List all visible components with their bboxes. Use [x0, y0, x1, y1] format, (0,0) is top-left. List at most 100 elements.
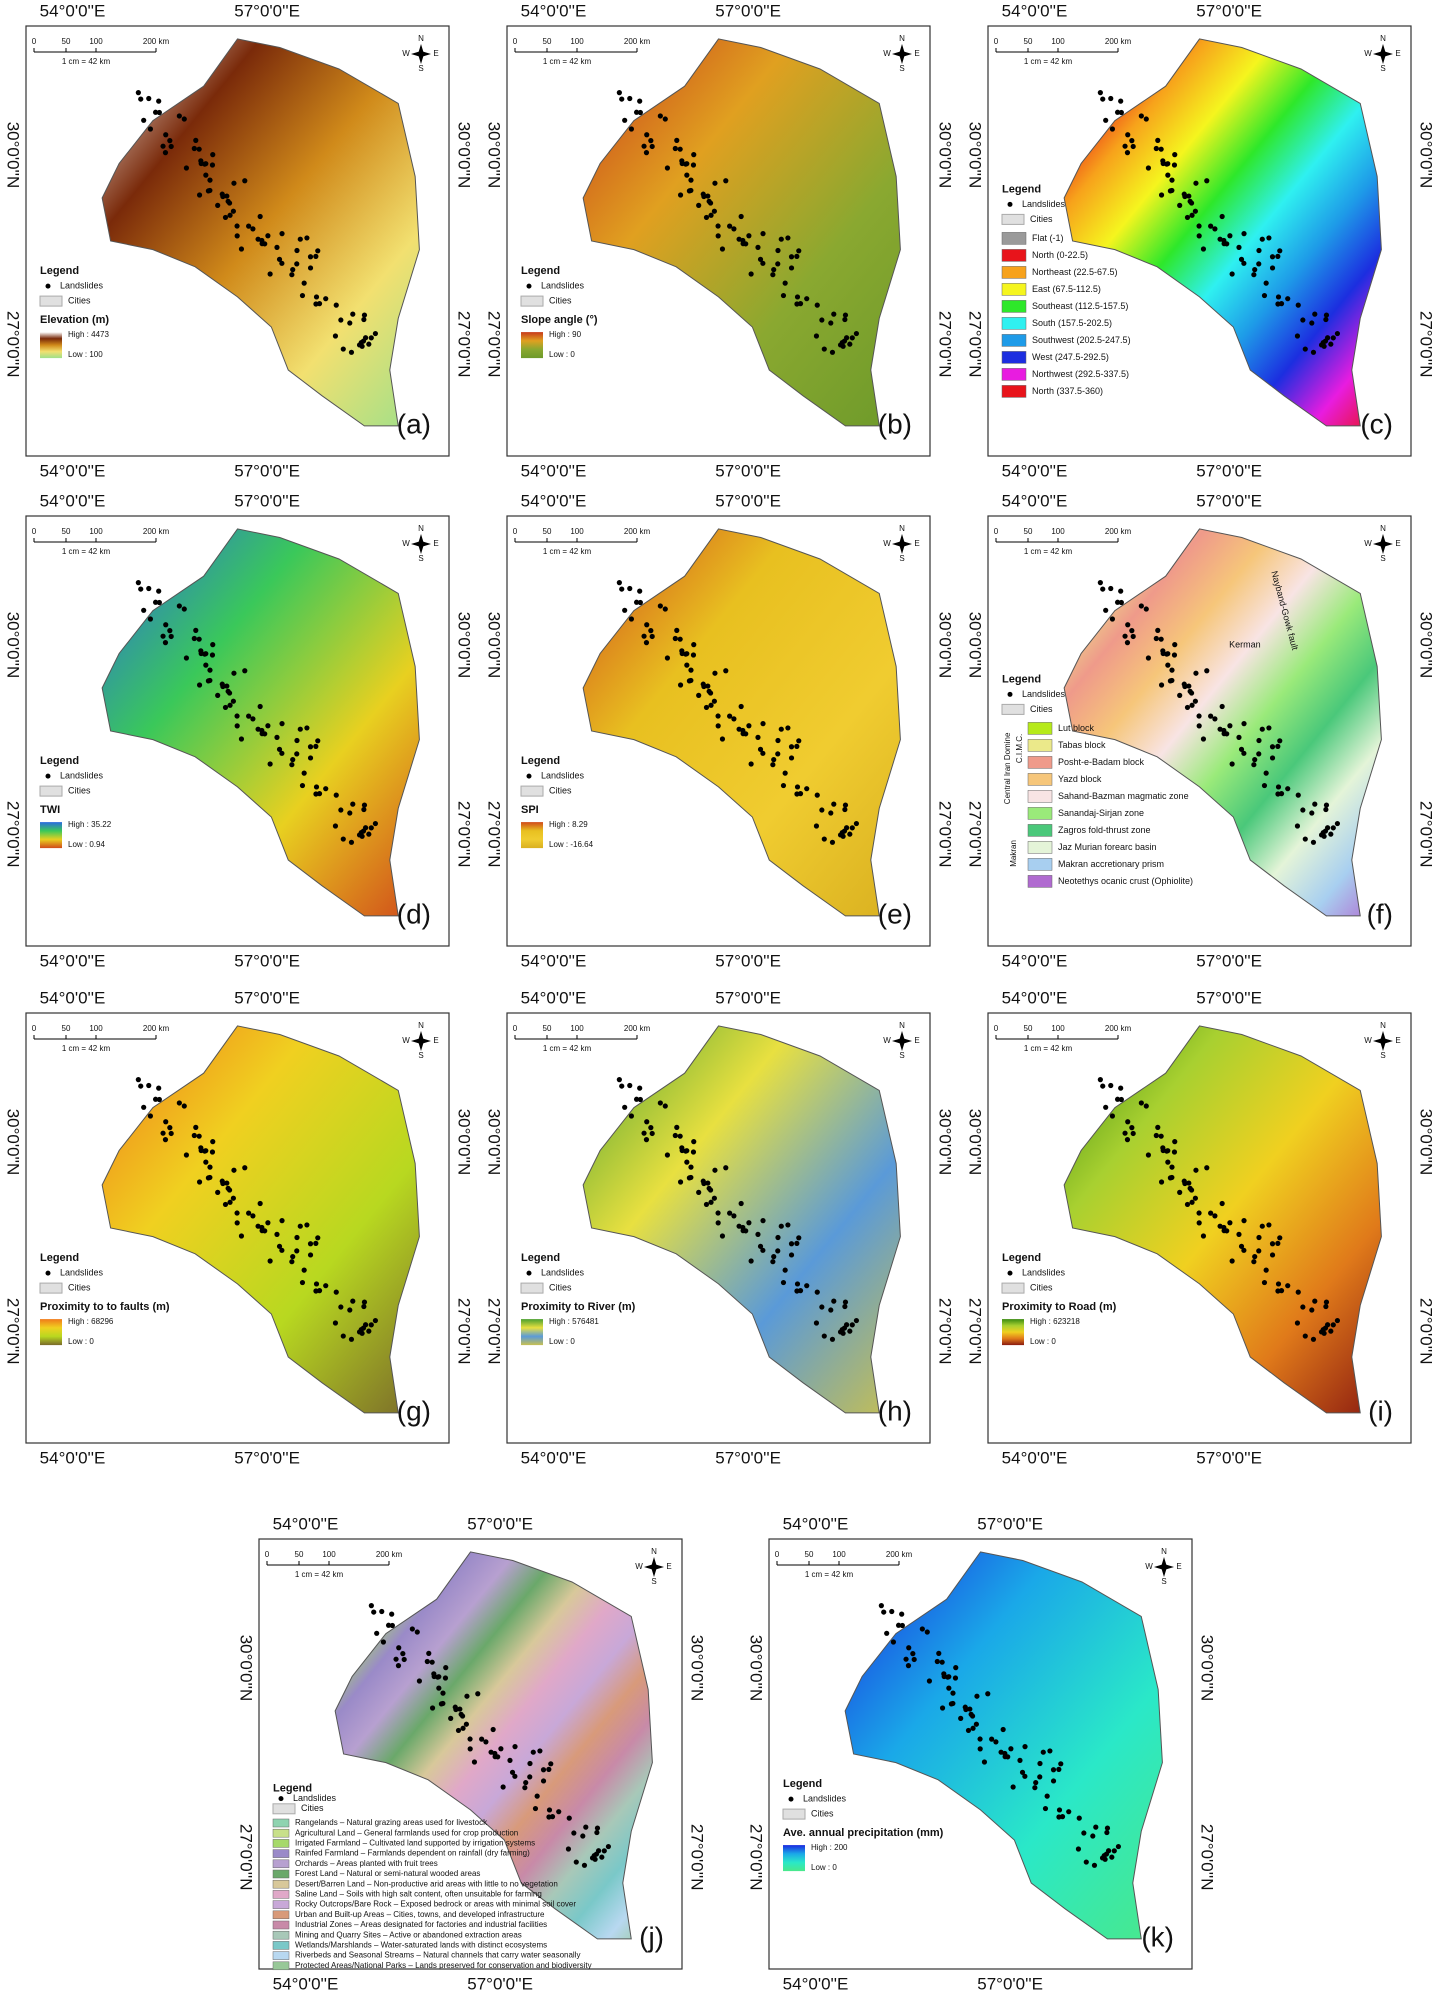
landslide-dot: [1236, 1231, 1242, 1237]
landslide-dot: [649, 1130, 655, 1137]
landslide-dot: [227, 702, 233, 708]
landslide-dot: [1323, 1299, 1330, 1305]
landslide-dot: [152, 1096, 159, 1102]
landslide-dot: [1130, 633, 1136, 640]
landslide-dot: [1256, 1234, 1262, 1241]
landslide-dot: [831, 1298, 837, 1304]
landslide-dot: [683, 161, 689, 167]
landslide-dot: [490, 1726, 496, 1733]
landslide-dot: [924, 1629, 930, 1635]
landslide-dot: [1328, 341, 1334, 347]
landslide-dot: [965, 1727, 972, 1734]
landslide-dot: [1118, 1085, 1124, 1091]
landslide-dot: [1256, 261, 1262, 267]
landslide-dot: [1196, 223, 1202, 229]
legend-label: Landslides: [1022, 199, 1066, 209]
landslide-dot: [794, 253, 800, 259]
ramp-low: Low : 0: [1030, 1337, 1056, 1346]
landslide-dot: [1118, 98, 1124, 104]
landslide-dot: [455, 1727, 462, 1734]
legend-label: Northeast (22.5-67.5): [1032, 267, 1118, 277]
landslide-dot: [688, 177, 694, 183]
landslide-dot: [1164, 1148, 1170, 1154]
legend-label: Makran accretionary prism: [1058, 859, 1164, 869]
landslide-dot: [973, 1721, 979, 1727]
landslide-dot: [435, 1674, 441, 1680]
landslide-dot: [315, 1235, 321, 1241]
legend-swatch: [1001, 232, 1027, 245]
landslide-dot: [1056, 1766, 1062, 1772]
landslide-dot: [782, 1267, 788, 1273]
scale-label: 100: [832, 1550, 846, 1559]
latitude-label: 30°0'0''N: [455, 1109, 474, 1176]
legend-title: Legend: [40, 265, 79, 277]
landslide-dot: [196, 1179, 203, 1185]
landslide-dot: [712, 180, 718, 186]
landslide-dot: [738, 1200, 744, 1207]
landslide-dot: [1261, 1279, 1268, 1286]
landslide-dot: [794, 784, 801, 790]
landslide-dot: [219, 191, 225, 197]
landslide-dot: [1300, 317, 1306, 323]
landslide-dot: [267, 761, 273, 767]
landslide-dot: [396, 1645, 402, 1651]
landslide-dot: [622, 1104, 628, 1110]
landslide-dot: [821, 836, 827, 842]
landslide-dot: [202, 1148, 208, 1154]
landslide-dot: [788, 1241, 795, 1247]
landslide-dot: [234, 233, 240, 239]
ramp-title: Elevation (m): [40, 314, 109, 326]
landslide-dot: [294, 261, 300, 267]
legend-title: Legend: [521, 265, 560, 277]
landslide-dot: [740, 727, 746, 734]
ramp-low: Low : 100: [68, 350, 103, 359]
scale-label: 200 km: [886, 1550, 913, 1559]
landslide-dot: [794, 1240, 800, 1246]
legend-label: Rainfed Farmland – Farmlands dependent o…: [295, 1849, 530, 1858]
landslide-dot: [719, 736, 726, 742]
landslide-dot: [1204, 1165, 1210, 1171]
landslide-dot: [259, 727, 265, 734]
landslide-dot: [1189, 212, 1195, 218]
landslide-dot: [224, 683, 230, 689]
landslide-dot: [974, 1693, 980, 1699]
landslide-dot: [1066, 1809, 1072, 1815]
compass-label: W: [883, 49, 891, 58]
legend-swatch: [1001, 300, 1027, 313]
landslide-dot: [225, 688, 231, 694]
landslide-dot: [1171, 162, 1178, 168]
legend-swatch: [1001, 368, 1027, 381]
legend-swatch: [1027, 858, 1053, 871]
compass-label: E: [1395, 539, 1400, 548]
landslide-dot: [993, 1739, 999, 1745]
landslide-dot: [1130, 1130, 1136, 1137]
landslide-dot: [989, 1736, 995, 1742]
landslide-dot: [1200, 736, 1207, 742]
landslide-dot: [1097, 90, 1103, 96]
landslide-dot: [463, 1721, 469, 1727]
landslide-dot: [193, 627, 199, 633]
landslide-dot: [664, 1152, 671, 1158]
landslide-dot: [556, 1809, 562, 1815]
scale-label: 0: [994, 1024, 999, 1033]
landslide-dot: [483, 1739, 489, 1745]
landslide-dot: [1323, 802, 1330, 808]
legend-label: North (0-22.5): [1032, 250, 1088, 260]
legend-swatch: [1001, 283, 1027, 296]
legend-label: Yazd block: [1058, 774, 1102, 784]
legend-label: Northwest (292.5-337.5): [1032, 369, 1129, 379]
landslide-dot: [366, 1328, 372, 1334]
landslide-dot: [1277, 738, 1283, 744]
landslide-dot: [209, 1149, 216, 1155]
landslide-dot: [1302, 346, 1308, 352]
landslide-dot: [1017, 1757, 1023, 1763]
landslide-dot: [731, 226, 737, 232]
landslide-dot: [1181, 681, 1187, 687]
landslide-dot: [746, 723, 752, 729]
landslide-dot: [207, 177, 213, 183]
compass-label: E: [914, 1036, 919, 1045]
legend-label: Posht-e-Badam block: [1058, 757, 1145, 767]
landslide-dot: [644, 1119, 650, 1125]
landslide-dot: [796, 248, 802, 254]
landslide-dot: [1300, 1304, 1306, 1310]
